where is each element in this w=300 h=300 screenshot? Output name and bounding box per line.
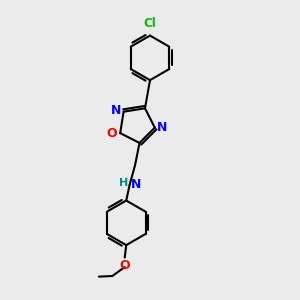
Text: N: N xyxy=(157,121,168,134)
Text: N: N xyxy=(131,178,142,191)
Text: H: H xyxy=(118,178,128,188)
Text: Cl: Cl xyxy=(144,17,156,30)
Text: O: O xyxy=(106,127,117,140)
Text: O: O xyxy=(119,259,130,272)
Text: N: N xyxy=(111,104,121,117)
